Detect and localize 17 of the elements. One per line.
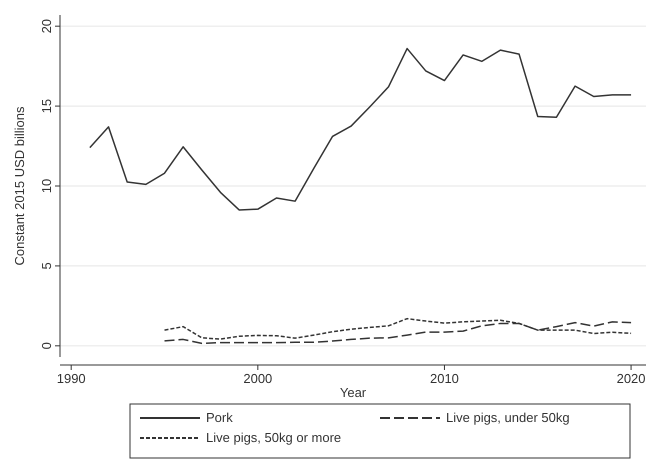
legend-label: Live pigs, under 50kg	[446, 410, 570, 425]
y-tick-label: 10	[39, 178, 54, 194]
y-axis-title: Constant 2015 USD billions	[12, 106, 27, 266]
line-series	[89, 48, 632, 211]
line-series	[164, 321, 632, 344]
y-tick-label: 5	[39, 262, 54, 270]
x-tick-label: 1990	[56, 371, 86, 386]
line-series	[164, 318, 632, 340]
x-tick-label: 2020	[616, 371, 646, 386]
x-tick-label: 2000	[243, 371, 272, 386]
y-tick-label: 15	[39, 98, 54, 114]
legend-label: Pork	[206, 410, 234, 425]
x-axis-title: Year	[340, 385, 367, 400]
legend-label: Live pigs, 50kg or more	[206, 430, 342, 445]
y-tick-label: 0	[39, 342, 54, 350]
y-tick-label: 20	[39, 18, 54, 34]
x-tick-label: 2010	[430, 371, 459, 386]
